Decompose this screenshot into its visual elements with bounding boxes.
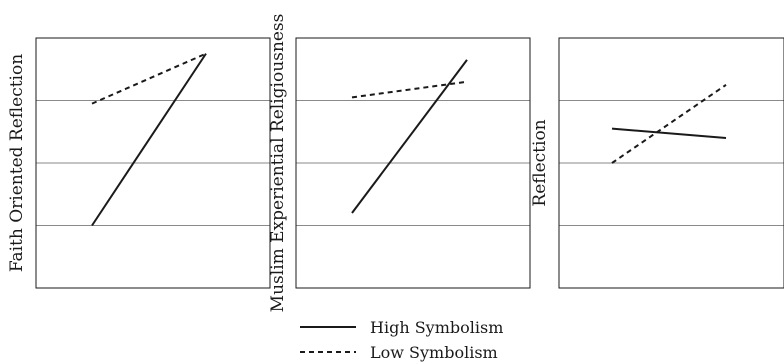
panel-3-ylabel: Reflection bbox=[530, 119, 550, 206]
panel-3-grid bbox=[559, 100, 784, 226]
panel-1-series bbox=[91, 52, 207, 227]
panel-2-low-symbolism-line bbox=[351, 80, 468, 99]
panel-3-series bbox=[611, 84, 727, 164]
panel-1-grid bbox=[36, 100, 270, 226]
panel-3-frame bbox=[558, 37, 784, 289]
panel-1-ylabel: Faith Oriented Reflection bbox=[7, 54, 27, 272]
panel-1-frame bbox=[35, 37, 271, 289]
legend-label-high: High Symbolism bbox=[370, 318, 503, 337]
panel-2-ylabel: Muslim Experiential Religiousness bbox=[268, 14, 288, 313]
panel-3: Reflection bbox=[530, 37, 784, 289]
panel-2-grid bbox=[296, 100, 530, 226]
panel-3-low-symbolism-line bbox=[611, 84, 727, 164]
panel-2: Muslim Experiential Religiousness bbox=[268, 14, 531, 313]
legend: High Symbolism Low Symbolism bbox=[300, 318, 503, 362]
panel-1: Faith Oriented Reflection bbox=[7, 37, 271, 289]
panel-1-high-symbolism-line bbox=[91, 53, 207, 227]
panel-2-series bbox=[351, 59, 468, 214]
panel-3-high-symbolism-line bbox=[611, 127, 727, 139]
panel-2-high-symbolism-line bbox=[351, 59, 468, 214]
panel-1-low-symbolism-line bbox=[91, 52, 207, 105]
panel-2-frame bbox=[295, 37, 531, 289]
legend-label-low: Low Symbolism bbox=[370, 343, 498, 362]
